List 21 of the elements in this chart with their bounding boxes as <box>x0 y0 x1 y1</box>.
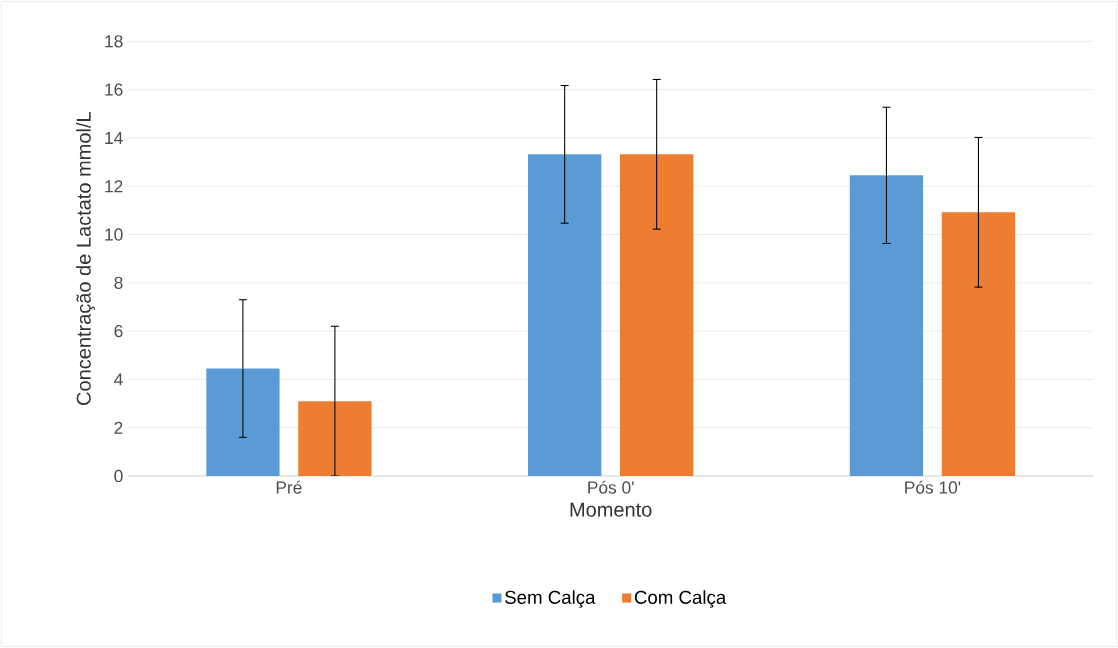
y-axis-title: Concentração de Lactato mmol/L <box>76 112 95 405</box>
x-tick-label: Pós 10' <box>905 480 961 494</box>
legend-label: Sem Calça <box>505 590 596 608</box>
x-tick-label: Pré <box>276 480 302 494</box>
y-tick-label: 4 <box>114 373 123 386</box>
bar <box>528 154 602 476</box>
legend-label: Com Calça <box>634 590 727 608</box>
bar <box>941 212 1016 476</box>
y-tick-label: 16 <box>105 83 123 96</box>
y-tick-label: 0 <box>114 469 123 483</box>
y-tick-label: 2 <box>114 421 123 434</box>
y-tick-label: 18 <box>105 35 123 48</box>
y-tick-label: 8 <box>114 276 123 289</box>
y-tick-label: 6 <box>114 324 123 338</box>
bar <box>620 154 694 476</box>
y-tick-label: 12 <box>105 180 123 193</box>
bar <box>849 175 924 476</box>
y-tick-label: 14 <box>105 131 123 144</box>
x-tick-label: Pós 0' <box>588 480 634 494</box>
x-axis-title: Momento <box>570 502 652 517</box>
y-tick-label: 10 <box>105 228 123 241</box>
